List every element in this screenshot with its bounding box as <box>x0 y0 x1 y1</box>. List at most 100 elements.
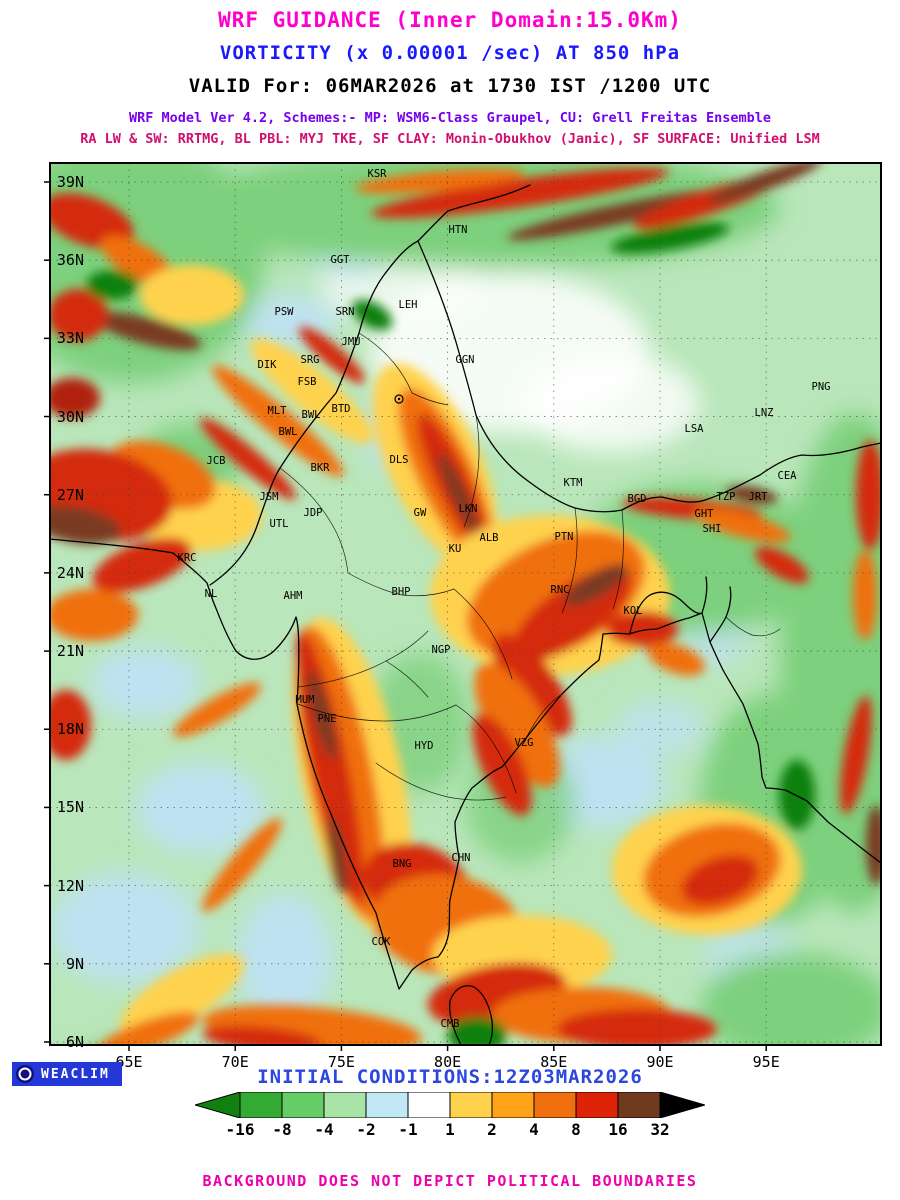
map-label: COK <box>372 936 392 948</box>
lat-tick-label: 30N <box>56 407 84 426</box>
map-label: SRN <box>336 306 355 318</box>
coastlines-and-borders <box>50 184 881 1045</box>
colorbar-label: 16 <box>608 1120 628 1139</box>
city-marker <box>394 394 404 404</box>
colorbar-segment <box>365 1091 409 1119</box>
map-label: CMB <box>441 1018 460 1030</box>
colorbar-segment <box>575 1091 619 1119</box>
lon-tick-label: 90E <box>646 1053 674 1071</box>
weaclim-logo-text: WEACLIM <box>41 1066 110 1082</box>
colorbar-label: 32 <box>650 1120 670 1139</box>
colorbar-label: 1 <box>445 1120 455 1139</box>
colorbar-label: 8 <box>571 1120 581 1139</box>
initial-conditions-text: INITIAL CONDITIONS:12Z03MAR2026 <box>257 1066 643 1088</box>
map-label: HTN <box>449 224 468 236</box>
colorbar-segment <box>449 1091 493 1119</box>
map-label: KU <box>449 543 462 555</box>
colorbar-label: 4 <box>529 1120 539 1139</box>
map-label: GGT <box>331 254 351 266</box>
lon-tick-label: 70E <box>221 1053 249 1071</box>
map-label: KRC <box>178 552 197 564</box>
lon-tick-label: 95E <box>752 1053 780 1071</box>
map-label: BWL <box>279 426 298 438</box>
variable-subtitle: VORTICITY (x 0.00001 /sec) AT 850 hPa <box>219 42 681 64</box>
map-label: PNE <box>318 713 337 725</box>
map-label: LKN <box>459 503 478 515</box>
map-station-labels: KSR HTN GGT SRN LEH PSW JMU DIK SRG FSB GGN MLT BWL B… <box>178 168 831 1030</box>
map-label: MUM <box>296 694 315 706</box>
colorbar-segment <box>617 1091 661 1119</box>
colorbar-segment <box>323 1091 367 1119</box>
colorbar-segment <box>533 1091 577 1119</box>
map-label: HYD <box>415 740 434 752</box>
weaclim-logo-icon <box>16 1065 34 1083</box>
lat-tick-label: 18N <box>56 720 84 739</box>
state-boundaries <box>279 332 781 801</box>
map-label: JMU <box>342 336 361 348</box>
colorbar-label: -2 <box>356 1120 376 1139</box>
map-label: DLS <box>390 454 409 466</box>
axis-ticks <box>44 181 767 1051</box>
contour-field: KSR HTN GGT SRN LEH PSW JMU DIK SRG FSB GGN MLT BWL B… <box>50 163 881 1045</box>
colorbar-segment <box>239 1091 283 1119</box>
colorbar-label: -16 <box>225 1120 255 1139</box>
lat-tick-label: 24N <box>56 563 84 582</box>
colorbar-label: -1 <box>398 1120 418 1139</box>
vorticity-map: KSR HTN GGT SRN LEH PSW JMU DIK SRG FSB GGN MLT BWL B… <box>44 162 882 1051</box>
map-label: FSB <box>298 376 317 388</box>
map-label: NL <box>205 588 218 600</box>
map-label: DIK <box>258 359 278 371</box>
model-schemes-line-2: RA LW & SW: RRTMG, BL PBL: MYJ TKE, SF C… <box>80 131 820 147</box>
map-label: SHI <box>703 523 722 535</box>
map-label: LNZ <box>755 407 774 419</box>
lat-tick-label: 27N <box>56 485 84 504</box>
colorbar <box>193 1091 707 1119</box>
map-label: RNC <box>551 584 570 596</box>
map-label: JRT <box>749 491 769 503</box>
page-title: WRF GUIDANCE (Inner Domain:15.0Km) <box>218 8 682 32</box>
map-label: JSM <box>260 491 279 503</box>
lat-tick-label: 15N <box>56 798 84 817</box>
map-label: KOL <box>624 605 643 617</box>
map-label: BGD <box>628 493 647 505</box>
map-label: CHN <box>452 852 471 864</box>
lon-tick-label: 65E <box>115 1053 143 1071</box>
model-schemes-line-1: WRF Model Ver 4.2, Schemes:- MP: WSM6-Cl… <box>128 110 772 126</box>
map-label: SRG <box>301 354 320 366</box>
map-label: VZG <box>515 737 534 749</box>
map-label: GW <box>414 507 427 519</box>
map-label: GHT <box>695 508 715 520</box>
map-plot-area: KSR HTN GGT SRN LEH PSW JMU DIK SRG FSB GGN MLT BWL B… <box>44 157 889 1071</box>
map-label: BHP <box>392 586 411 598</box>
map-label: BWL <box>302 409 321 421</box>
disclaimer-text: BACKGROUND DOES NOT DEPICT POLITICAL BOU… <box>202 1172 698 1190</box>
map-label: BKR <box>311 462 331 474</box>
map-label: BNG <box>393 858 412 870</box>
lat-tick-label: 12N <box>56 876 84 895</box>
map-label: AHM <box>284 590 303 602</box>
colorbar-label: 2 <box>487 1120 497 1139</box>
map-label: BTD <box>332 403 351 415</box>
colorbar-label: -4 <box>314 1120 334 1139</box>
map-label: GGN <box>456 354 475 366</box>
colorbar-label: -8 <box>272 1120 292 1139</box>
map-label: PSW <box>275 306 295 318</box>
map-label: ALB <box>480 532 499 544</box>
lat-tick-label: 33N <box>56 329 84 348</box>
colorbar-arrow-left <box>193 1091 241 1119</box>
lat-tick-label: 36N <box>56 251 84 270</box>
lat-tick-label: 21N <box>56 642 84 661</box>
lat-tick-label: 6N <box>65 1032 84 1051</box>
map-label: LSA <box>685 423 705 435</box>
map-label: CEA <box>778 470 798 482</box>
lon-tick-label: 85E <box>540 1053 568 1071</box>
lon-tick-label: 75E <box>327 1053 355 1071</box>
map-frame <box>49 162 882 1046</box>
map-label: PNG <box>812 381 831 393</box>
lon-tick-label: 80E <box>434 1053 462 1071</box>
map-label: MLT <box>268 405 288 417</box>
map-label: UTL <box>270 518 289 530</box>
map-label: JDP <box>304 507 323 519</box>
lat-tick-label: 9N <box>65 954 84 973</box>
colorbar-arrow-right <box>659 1091 707 1119</box>
